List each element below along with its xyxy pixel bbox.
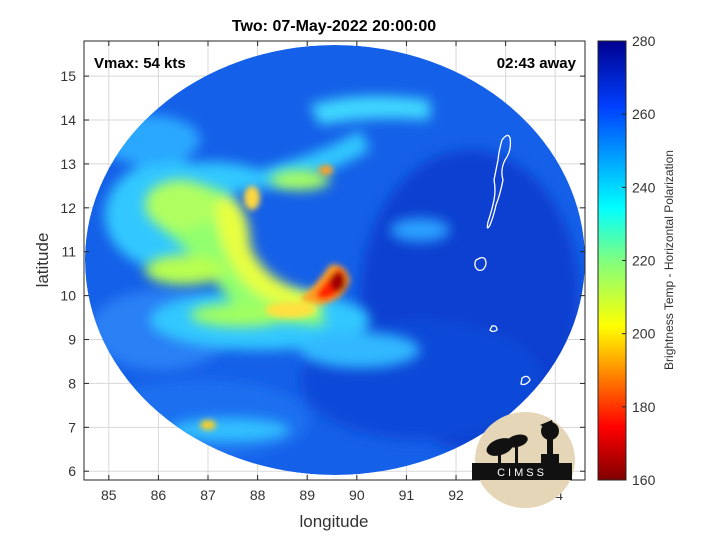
spiral-rainband: [145, 170, 330, 327]
y-tick-label: 6: [68, 463, 76, 479]
y-tick-label: 14: [60, 112, 76, 128]
colorbar-ticks: 280 260 240 220 200 180 160: [622, 33, 656, 488]
y-tick-label: 12: [60, 200, 76, 216]
x-tick-label: 87: [200, 487, 216, 503]
colorbar-tick-label: 220: [632, 253, 656, 269]
y-tick-label: 9: [68, 332, 76, 348]
y-tick-label: 11: [61, 244, 76, 260]
y-tick-label: 13: [60, 156, 76, 172]
colorbar-tick-label: 200: [632, 326, 656, 342]
colorbar-tick-label: 260: [632, 106, 656, 122]
x-tick-label: 85: [101, 487, 117, 503]
y-tick-label: 8: [68, 375, 76, 391]
coastline: [474, 134, 546, 415]
y-axis-label: latitude: [33, 233, 52, 288]
x-tick-label: 91: [399, 487, 415, 503]
x-tick-label: 92: [448, 487, 464, 503]
cimss-logo: CIMSS: [472, 412, 575, 508]
y-tick-label: 10: [60, 288, 76, 304]
x-tick-label: 86: [151, 487, 167, 503]
y-tick-label: 15: [60, 68, 76, 84]
axes-frame: [83, 40, 586, 481]
y-axis-ticks: 6 7 8 9 10 11 12 13 14 15: [60, 68, 585, 479]
y-tick-label: 7: [68, 419, 76, 435]
vmax-label: Vmax: 54 kts: [94, 55, 186, 72]
colorbar-tick-label: 240: [632, 179, 656, 195]
x-tick-label: 90: [349, 487, 365, 503]
x-axis-label: longitude: [299, 512, 368, 531]
colorbar-tick-label: 280: [632, 33, 656, 49]
colorbar: 280 260 240 220 200 180 160 Brightness Temp - …: [597, 33, 676, 488]
logo-text: CIMSS: [497, 467, 547, 479]
time-away-label: 02:43 away: [497, 55, 577, 72]
colorbar-label: Brightness Temp - Horizontal Polarizatio…: [662, 150, 676, 370]
colorbar-tick-label: 180: [632, 399, 656, 415]
microwave-swath: [85, 45, 585, 475]
colorbar-tick-label: 160: [632, 472, 656, 488]
x-tick-label: 88: [250, 487, 266, 503]
eyewall-core: [200, 165, 350, 430]
x-tick-label: 89: [299, 487, 315, 503]
chart-title: Two: 07-May-2022 20:00:00: [232, 18, 436, 35]
colorbar-gradient: [597, 40, 627, 481]
